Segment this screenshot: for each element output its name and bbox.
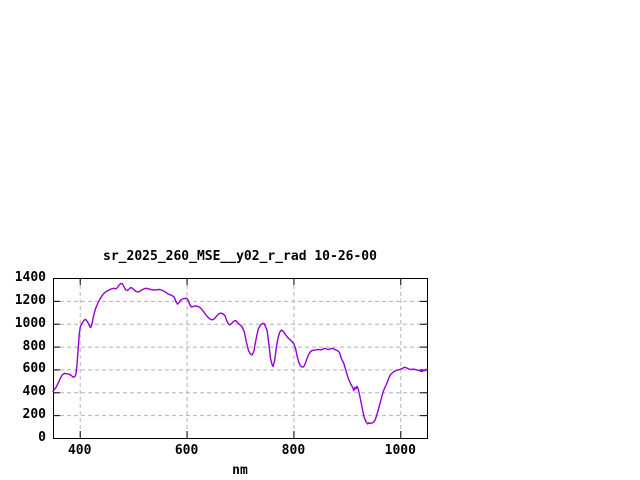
x-tick-label: 800 [281, 443, 306, 458]
y-tick-label: 200 [22, 407, 46, 423]
x-tick-label: 1000 [384, 443, 416, 458]
x-tick-label: 600 [174, 443, 199, 458]
chart-title: sr_2025_260_MSE__y02_r_rad 10-26-00 [103, 249, 377, 264]
data-line [52, 282, 428, 425]
y-tick-label: 1400 [14, 270, 46, 285]
y-tick-label: 0 [38, 430, 46, 445]
y-tick-label: 600 [22, 361, 46, 377]
x-axis-title: nm [232, 463, 248, 478]
y-tick-label: 400 [22, 384, 46, 400]
plot-border [53, 278, 428, 439]
y-tick-label: 800 [22, 338, 46, 354]
y-tick-label: 1200 [14, 292, 46, 308]
y-tick-label: 1000 [14, 315, 46, 331]
x-tick-label: 400 [67, 443, 92, 458]
